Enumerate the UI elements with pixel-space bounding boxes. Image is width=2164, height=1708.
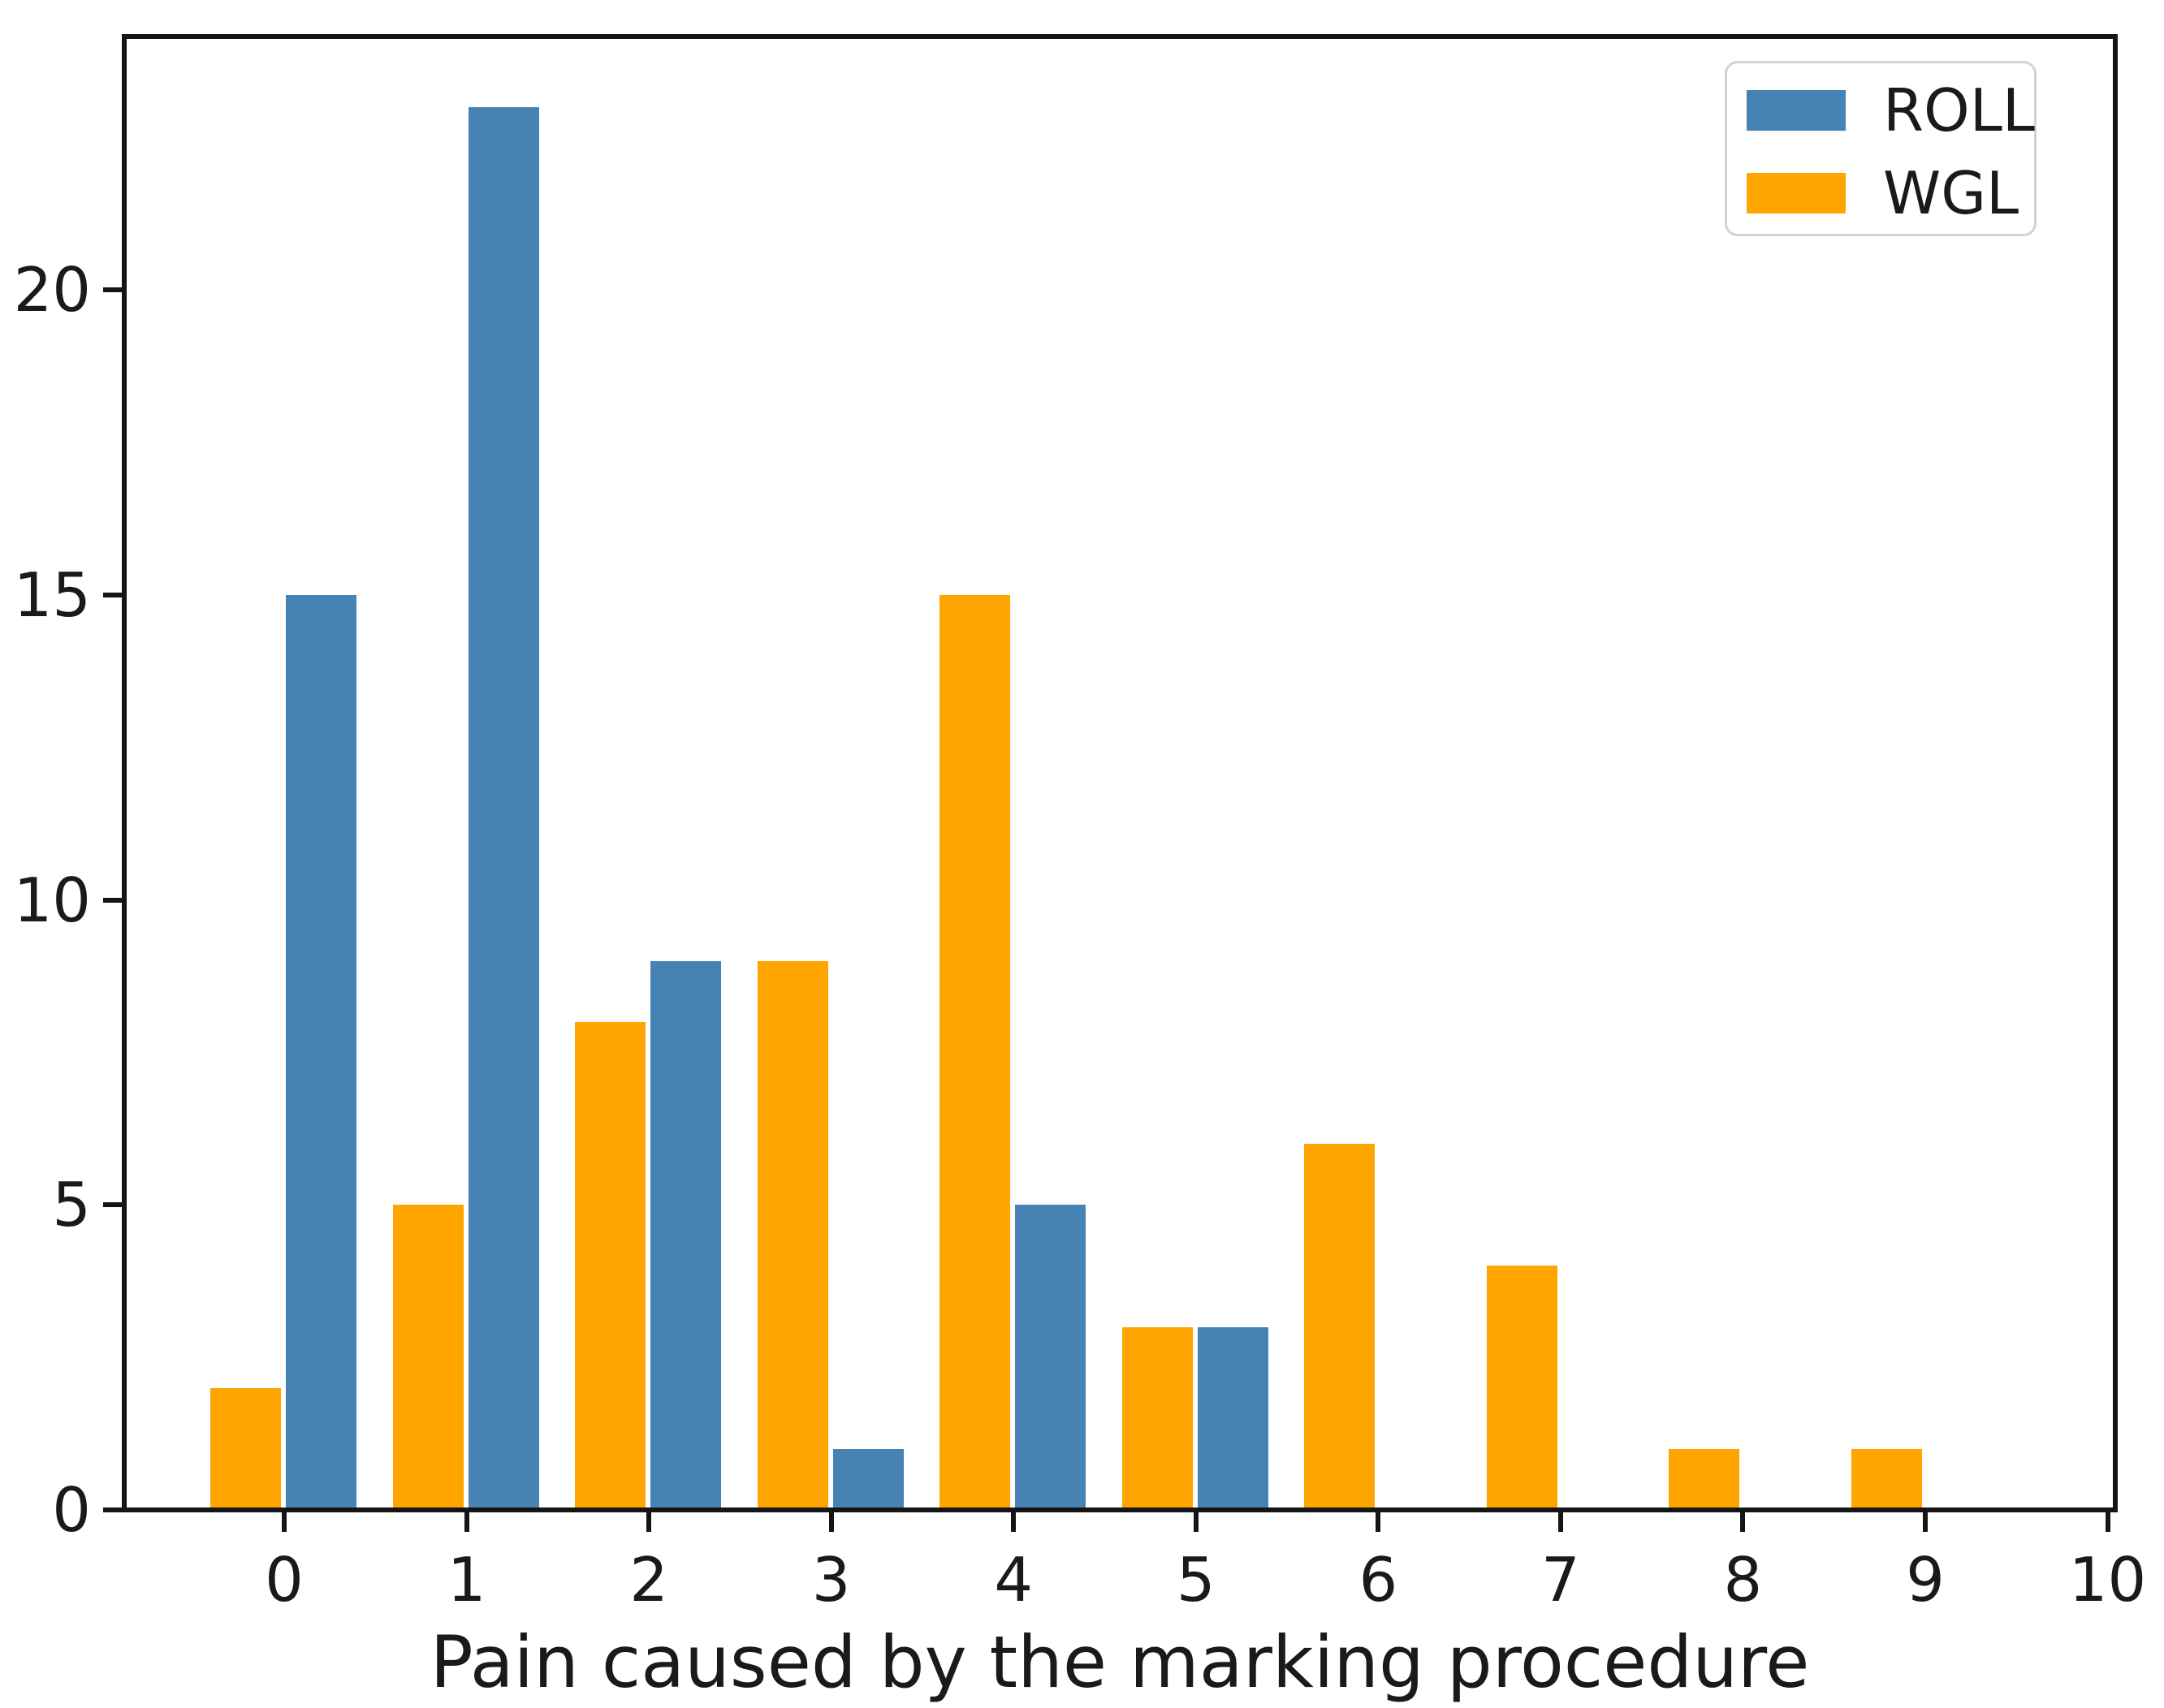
legend-row-roll: ROLL bbox=[1747, 81, 2035, 140]
bar-roll-0 bbox=[286, 594, 356, 1510]
y-tick-10 bbox=[103, 897, 124, 903]
bar-wgl-0 bbox=[210, 1387, 281, 1510]
y-tick-0 bbox=[103, 1507, 124, 1512]
y-tick-15 bbox=[103, 592, 124, 597]
x-tick-label-4: 4 bbox=[994, 1544, 1034, 1615]
legend-swatch-wgl bbox=[1747, 173, 1846, 214]
x-tick-label-7: 7 bbox=[1540, 1544, 1580, 1615]
bar-roll-2 bbox=[650, 960, 722, 1510]
x-tick-6 bbox=[1376, 1512, 1381, 1532]
x-tick-3 bbox=[828, 1512, 834, 1532]
x-tick-label-9: 9 bbox=[1906, 1544, 1945, 1615]
y-tick-label-15: 15 bbox=[13, 559, 91, 631]
legend-label-wgl: WGL bbox=[1883, 159, 2019, 227]
x-tick-2 bbox=[646, 1512, 652, 1532]
y-tick-label-5: 5 bbox=[52, 1169, 91, 1241]
x-tick-4 bbox=[1011, 1512, 1017, 1532]
bar-wgl-5 bbox=[1121, 1326, 1193, 1510]
x-tick-10 bbox=[2105, 1512, 2110, 1532]
x-tick-label-2: 2 bbox=[629, 1544, 668, 1615]
legend-label-roll: ROLL bbox=[1883, 76, 2035, 144]
bar-wgl-4 bbox=[939, 594, 1011, 1510]
x-tick-0 bbox=[282, 1512, 287, 1532]
x-tick-label-5: 5 bbox=[1176, 1544, 1216, 1615]
x-tick-label-6: 6 bbox=[1358, 1544, 1398, 1615]
y-tick-label-20: 20 bbox=[13, 254, 91, 326]
bar-wgl-8 bbox=[1669, 1448, 1740, 1510]
bar-roll-3 bbox=[832, 1448, 904, 1510]
y-tick-label-0: 0 bbox=[52, 1474, 91, 1546]
x-tick-label-0: 0 bbox=[265, 1544, 304, 1615]
x-tick-label-3: 3 bbox=[811, 1544, 851, 1615]
legend-row-wgl: WGL bbox=[1747, 164, 2034, 222]
bar-roll-4 bbox=[1015, 1205, 1086, 1510]
x-tick-8 bbox=[1740, 1512, 1746, 1532]
bar-wgl-9 bbox=[1851, 1448, 1922, 1510]
bar-wgl-3 bbox=[757, 960, 828, 1510]
x-tick-5 bbox=[1193, 1512, 1199, 1532]
legend-swatch-roll bbox=[1747, 90, 1846, 131]
y-tick-20 bbox=[103, 287, 124, 292]
x-tick-1 bbox=[464, 1512, 469, 1532]
x-tick-label-1: 1 bbox=[447, 1544, 486, 1615]
bar-roll-5 bbox=[1197, 1326, 1268, 1510]
x-tick-label-8: 8 bbox=[1723, 1544, 1763, 1615]
bar-roll-1 bbox=[468, 106, 539, 1510]
x-tick-7 bbox=[1557, 1512, 1563, 1532]
x-tick-9 bbox=[1922, 1512, 1928, 1532]
bar-wgl-7 bbox=[1486, 1266, 1557, 1510]
bar-wgl-6 bbox=[1304, 1144, 1376, 1510]
x-axis-label: Pain caused by the marking procedure bbox=[430, 1620, 1810, 1704]
x-tick-label-10: 10 bbox=[2068, 1544, 2147, 1615]
y-tick-5 bbox=[103, 1202, 124, 1208]
bar-wgl-2 bbox=[575, 1021, 646, 1510]
bar-wgl-1 bbox=[392, 1205, 464, 1510]
legend: ROLL WGL bbox=[1725, 61, 2037, 236]
y-tick-label-10: 10 bbox=[13, 864, 91, 936]
